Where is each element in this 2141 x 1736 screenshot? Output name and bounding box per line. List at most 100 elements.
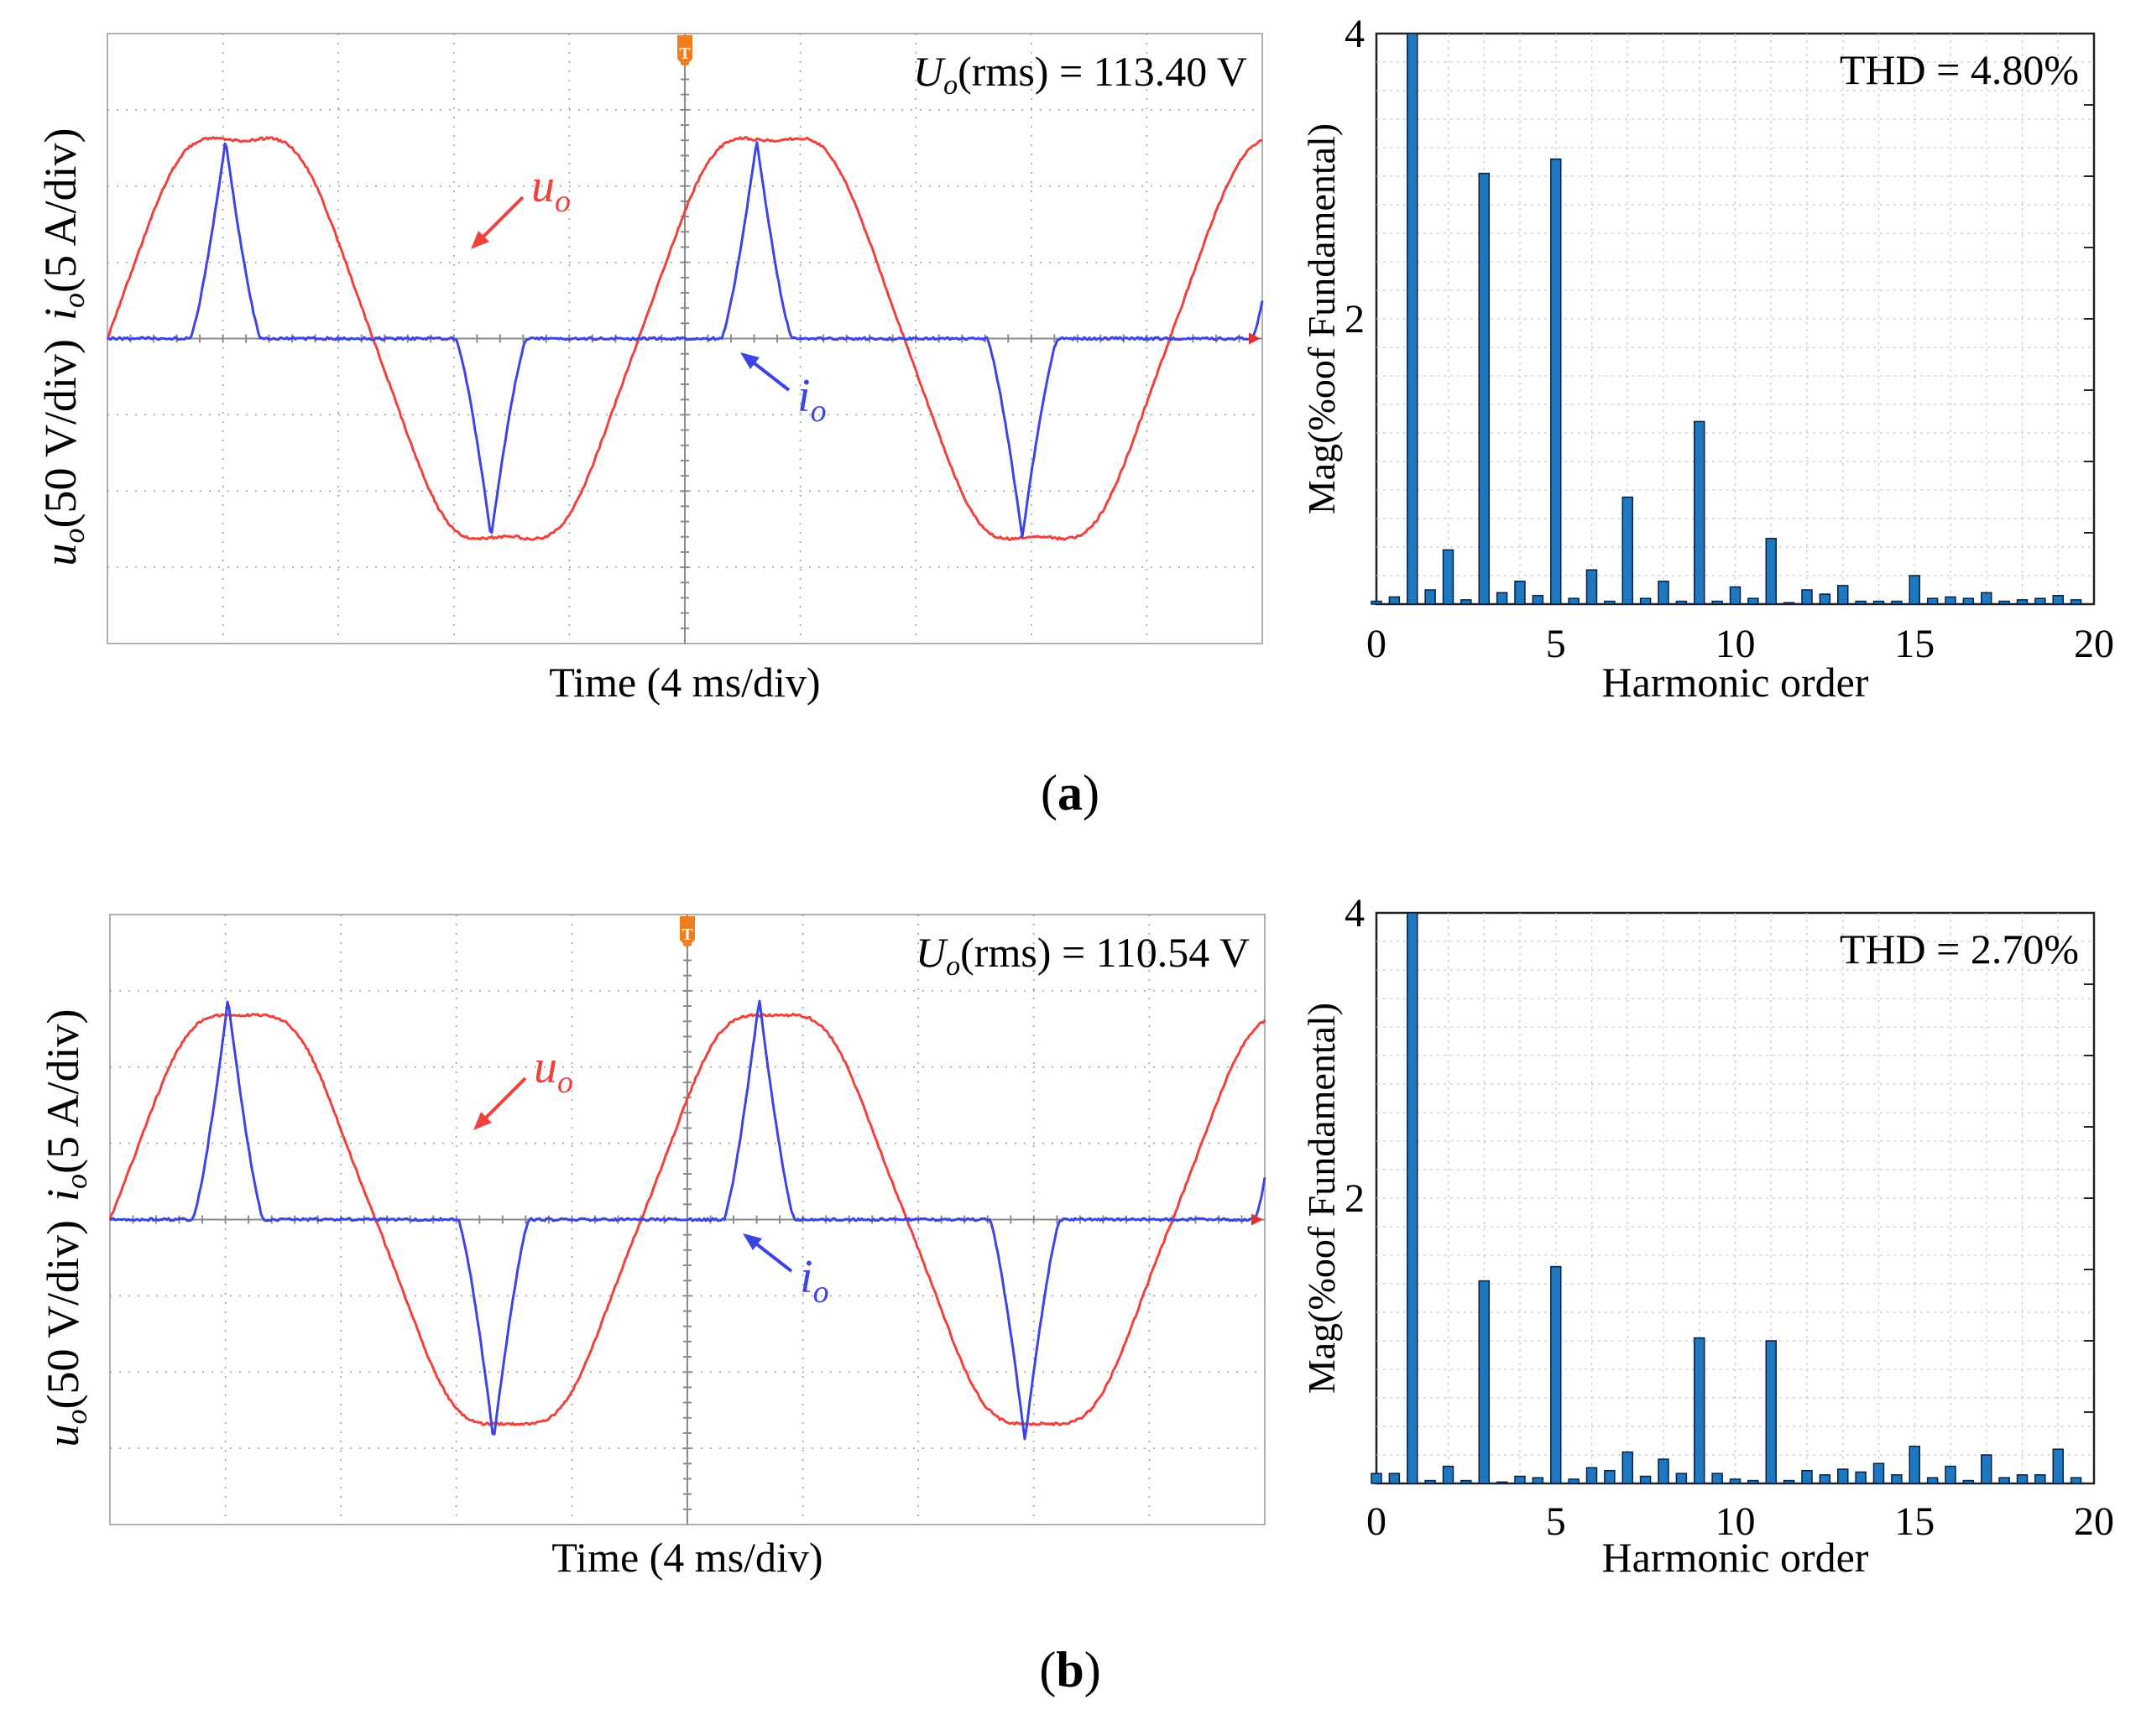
harmonic-bar [1407,33,1418,605]
harmonic-bar [1945,596,1956,605]
spectrum-x-axis-label: Harmonic order [1602,1534,1869,1581]
harmonic-bar [1765,1340,1777,1484]
oscilloscope-plot: T Uo(rms) = 113.40 V uo io Time (4 ms/div) uo… [35,33,1264,706]
harmonic-spectrum-chart: 0 5 10 15 20 2 4 THD = 2.70% Harmonic order Mag(%… [1300,891,2114,1581]
spectrum-y-axis-label: Mag(%oof Fundamental) [1300,123,1343,514]
scope-y-axis-label: uo(50 V/div)io(5 A/div) [38,1009,93,1447]
harmonic-bar [1711,1473,1723,1484]
harmonic-bar [2016,599,2029,605]
harmonic-bar [1496,592,1508,605]
harmonic-bar [1872,1462,1885,1484]
harmonic-bar [1962,597,1975,605]
current-arrow [752,1240,793,1273]
harmonic-bar [1962,1479,1975,1484]
harmonic-bar [1819,593,1831,605]
x-tick-label: 15 [1894,622,1935,666]
rms-readout: Uo(rms) = 110.54 V [916,929,1250,982]
x-tick-label: 5 [1546,622,1566,666]
harmonic-bar [1872,600,1885,605]
harmonic-bar [1801,589,1813,605]
harmonic-bar [2070,599,2082,605]
trigger-marker: T [680,916,695,948]
harmonic-bar [1747,597,1759,605]
current-label: io [800,1251,829,1310]
harmonic-bar [1585,569,1598,605]
harmonic-bar [1514,581,1526,605]
harmonic-bar [1424,589,1436,605]
harmonic-bar [1729,586,1742,605]
voltage-arrow [479,195,525,241]
harmonic-bar [1711,600,1723,605]
rms-readout: Uo(rms) = 113.40 V [913,48,1247,101]
harmonic-bar [1568,597,1580,605]
harmonic-bar [2052,595,2064,605]
panel-caption: (a) [1041,765,1099,821]
x-tick-label: 20 [2074,622,2114,666]
ground-level-icon [1249,332,1261,345]
harmonic-bar [1532,1477,1544,1484]
harmonic-bar [1442,549,1454,605]
harmonic-bar [1819,1474,1831,1484]
harmonic-bar [1407,912,1418,1484]
harmonic-bar [1981,1454,1992,1484]
voltage-trace [108,1013,1266,1426]
harmonic-bar [1837,585,1849,605]
harmonic-bar [1909,575,1920,605]
x-tick-label: 5 [1546,1499,1566,1544]
spectrum-x-axis-label: Harmonic order [1602,659,1869,706]
harmonic-bar [1639,597,1652,605]
current-arrowhead [740,352,760,369]
harmonic-bar [1801,1469,1813,1484]
harmonic-bar [1855,1471,1867,1484]
harmonic-bar [2034,597,2046,605]
harmonic-bar [1981,592,1992,605]
harmonic-bar [1621,496,1633,605]
trigger-marker-label: T [681,925,693,944]
harmonic-bar [1747,1479,1759,1484]
x-tick-label: 20 [2074,1499,2114,1544]
spectrum-y-axis-label: Mag(%oof Fundamental) [1300,1003,1343,1394]
harmonic-bar [1585,1467,1598,1484]
x-tick-label: 10 [1715,1499,1756,1544]
thd-readout: THD = 2.70% [1840,925,2079,972]
x-tick-label: 10 [1715,622,1756,666]
harmonic-bar [1604,1469,1616,1484]
harmonic-bar [1604,600,1616,605]
harmonic-bar [1998,600,2010,605]
harmonic-bar [1550,158,1562,605]
harmonic-bar [2016,1474,2029,1484]
harmonic-bar [1675,600,1688,605]
harmonic-bar [1926,1477,1939,1484]
trigger-marker-shape [680,916,695,948]
current-trace [109,999,1266,1441]
harmonic-bar [1837,1468,1849,1484]
harmonic-bar [1926,597,1939,605]
harmonic-bar [1388,1473,1401,1484]
oscilloscope-plot: T Uo(rms) = 110.54 V uo io Time (4 ms/div) uo… [38,914,1266,1581]
harmonic-bar [2034,1474,2046,1484]
current-label: io [797,370,827,429]
harmonic-bar [1945,1465,1956,1484]
harmonic-bar [1460,599,1472,605]
harmonic-bar [1460,1479,1472,1484]
x-tick-label: 0 [1366,622,1386,666]
y-tick-label: 4 [1345,891,1365,936]
x-tick-label: 15 [1894,1499,1935,1544]
trigger-marker-label: T [679,44,691,63]
harmonic-bar [1783,602,1795,605]
scope-y-axis-label: uo(50 V/div)io(5 A/div) [35,128,91,566]
voltage-arrowhead [471,231,489,249]
harmonic-bar [1568,1478,1580,1484]
voltage-arrow [482,1077,527,1122]
harmonic-bar [1550,1265,1562,1484]
harmonic-bar [1855,600,1867,605]
voltage-label: uo [534,1041,573,1100]
harmonic-bar [1621,1451,1633,1484]
current-trace [107,141,1264,539]
thd-readout: THD = 4.80% [1840,46,2079,93]
panel-caption: (b) [1039,1642,1100,1697]
harmonic-bar [1388,596,1401,605]
scope-x-axis-label: Time (4 ms/div) [549,659,820,706]
y-tick-label: 2 [1345,297,1365,341]
